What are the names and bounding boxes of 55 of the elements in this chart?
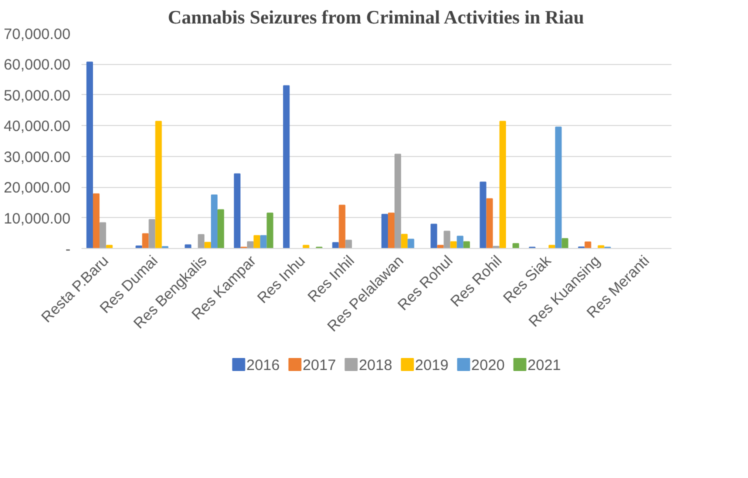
y-tick-label: 60,000.00 (4, 56, 71, 74)
y-tick-label: 50,000.00 (4, 87, 71, 104)
bar (332, 242, 339, 248)
bar (86, 62, 93, 248)
bar (184, 244, 192, 248)
bar (450, 241, 457, 248)
legend-label: 2020 (471, 357, 505, 374)
y-tick-label: 10,000.00 (4, 210, 71, 228)
bar (598, 245, 604, 248)
bar (338, 204, 346, 248)
bar (512, 243, 520, 248)
bar (480, 182, 486, 248)
bar (555, 126, 562, 248)
bar (388, 212, 395, 248)
bar (444, 230, 450, 248)
bar (204, 242, 211, 248)
legend-label: 2017 (302, 357, 336, 374)
bar (266, 212, 274, 248)
y-tick-label: - (66, 241, 71, 258)
bar (100, 222, 106, 248)
bar (584, 242, 592, 248)
bar (283, 85, 290, 248)
bar (260, 235, 267, 248)
bar (142, 233, 149, 248)
bar (381, 214, 388, 248)
bar (430, 224, 438, 248)
y-tick-label: 20,000.00 (4, 180, 71, 197)
bar (247, 241, 254, 248)
bar (210, 194, 218, 248)
bar (234, 173, 240, 248)
bar (486, 198, 493, 248)
chart-title: Cannabis Seizures from Criminal Activities in Riau (168, 8, 585, 28)
y-tick-label: 70,000.00 (4, 26, 71, 43)
bar (408, 238, 414, 248)
bar (92, 193, 100, 248)
bar (456, 236, 464, 248)
legend-label: 2018 (358, 357, 392, 374)
bar (499, 120, 506, 248)
bar (254, 235, 260, 248)
y-tick-label: 40,000.00 (4, 118, 71, 136)
bar (345, 240, 352, 248)
bar (198, 234, 204, 248)
bar (401, 234, 408, 248)
bar (148, 219, 156, 248)
bar (463, 241, 470, 248)
legend-label: 2019 (415, 357, 448, 374)
bar (302, 244, 310, 248)
bar (394, 154, 402, 248)
bar (218, 209, 224, 248)
bar (155, 120, 162, 248)
bar (562, 238, 568, 248)
y-tick-label: 30,000.00 (4, 148, 71, 166)
legend-label: 2016 (246, 357, 280, 374)
legend-label: 2021 (528, 357, 561, 374)
x-tick-label: Res Inhu (254, 252, 309, 307)
